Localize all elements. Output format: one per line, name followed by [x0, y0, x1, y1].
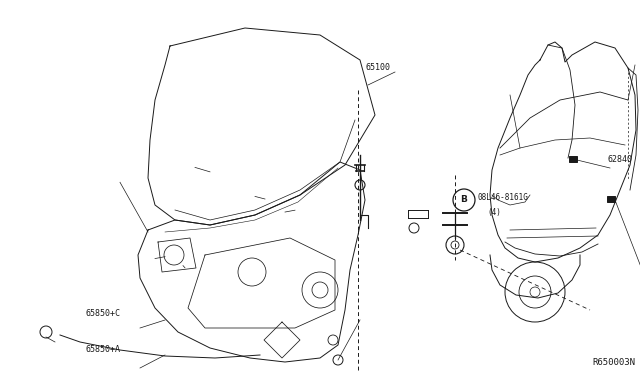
Bar: [569, 156, 577, 162]
Text: 65850+A: 65850+A: [85, 346, 120, 355]
Text: 65850+C: 65850+C: [85, 308, 120, 317]
Text: R650003N: R650003N: [592, 358, 635, 367]
Text: B: B: [461, 196, 467, 205]
Text: (4): (4): [487, 208, 501, 217]
Text: 65100: 65100: [365, 64, 390, 73]
Bar: [607, 196, 615, 202]
Text: 62840: 62840: [608, 155, 633, 164]
Text: 08L46-8161G: 08L46-8161G: [477, 193, 528, 202]
